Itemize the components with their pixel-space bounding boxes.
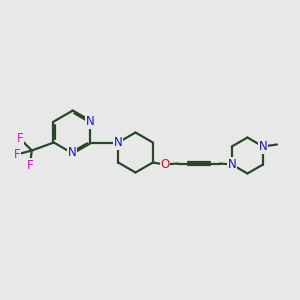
Text: F: F — [26, 159, 33, 172]
Text: O: O — [160, 158, 170, 171]
Text: N: N — [68, 146, 76, 160]
Text: F: F — [14, 148, 20, 161]
Text: N: N — [86, 115, 94, 128]
Text: F: F — [16, 132, 23, 145]
Text: N: N — [114, 136, 123, 149]
Text: N: N — [227, 158, 236, 171]
Text: N: N — [259, 140, 267, 153]
